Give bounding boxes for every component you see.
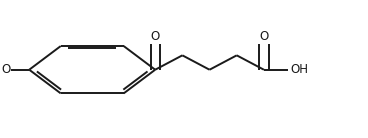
Text: O: O — [1, 63, 11, 76]
Text: O: O — [151, 30, 160, 43]
Text: O: O — [259, 30, 269, 43]
Text: O: O — [1, 63, 11, 76]
Text: OH: OH — [290, 63, 308, 76]
